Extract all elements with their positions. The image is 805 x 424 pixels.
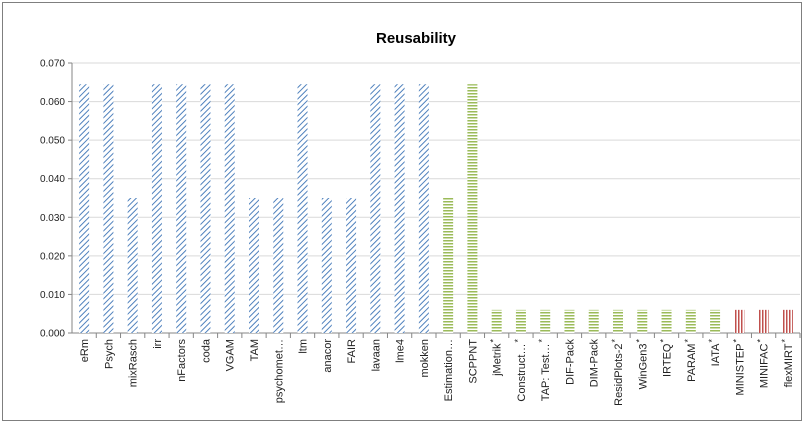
bar-19 [540,309,551,333]
star-marker: * [537,339,547,343]
bar-3 [151,84,162,333]
bar-15 [443,198,454,333]
x-tick-label: mokken [419,339,431,378]
bar-0 [79,84,90,333]
x-tick-label: TAM [249,339,261,361]
x-tick-label: MINIFAC* [756,339,771,389]
bar-23 [637,309,648,333]
x-tick-label: DIM-Pack [589,339,601,388]
x-tick-label: nFactors [176,339,188,382]
bar-7 [249,198,259,333]
x-axis-labels: eRm Psych mixRasch irr nFactors coda VGAM TAM ps… [79,333,801,406]
x-tick-label: MINISTEP* [731,339,746,396]
y-tick-label: 0.070 [40,59,65,70]
bar-2 [127,198,138,333]
star-marker: * [756,339,766,343]
x-tick-label: coda [200,338,212,363]
y-axis-ticks: 0.000 0.010 0.020 0.030 0.040 0.050 0.060 0.070 [40,59,73,340]
y-tick-label: 0.020 [40,251,65,262]
bar-14 [418,84,429,333]
bar-24 [661,309,672,333]
x-tick-label: ResidPlots-2* [610,339,625,406]
bar-11 [346,198,357,333]
y-tick-label: 0.030 [40,213,65,224]
x-tick-label: FAIR [346,339,358,364]
x-tick-label: flexMIRT* [780,339,795,388]
x-tick-label: lme4 [395,339,407,363]
bar-6 [224,84,235,333]
x-tick-label: TAP: Test…* [537,339,552,402]
star-marker: * [683,339,693,343]
bars [79,84,793,333]
x-tick-label: WinGen3* [634,339,649,390]
x-tick-label: psychomet… [273,339,285,403]
x-tick-label: ltm [298,339,310,354]
x-tick-label: irr [152,339,164,349]
bar-20 [564,309,575,333]
bar-10 [321,198,332,333]
x-tick-label: anacor [322,339,334,373]
bar-8 [273,198,284,333]
x-tick-label: eRm [79,339,91,362]
x-tick-label: Construct…* [513,339,528,402]
y-tick-label: 0.060 [40,97,65,108]
star-marker: * [489,339,499,343]
bar-27 [734,309,745,333]
bar-29 [782,309,793,333]
bar-17 [491,309,502,333]
bar-25 [685,309,696,333]
star-marker: * [780,339,790,343]
bar-28 [758,309,769,333]
bar-5 [200,84,211,333]
star-marker: * [610,339,620,343]
x-tick-label: Estimation… [443,339,455,401]
x-tick-label: IATA* [707,339,722,367]
y-tick-label: 0.050 [40,136,65,147]
x-tick-label: IRTEQ* [659,339,674,377]
x-tick-label: jMetrik* [489,339,504,377]
x-tick-label: DIF-Pack [564,339,576,385]
bar-16 [467,84,478,333]
y-tick-label: 0.010 [40,290,65,301]
x-tick-label: VGAM [225,339,237,371]
star-marker: * [731,339,741,343]
bar-21 [588,309,599,333]
bar-1 [103,84,114,333]
star-marker: * [634,339,644,343]
bar-4 [176,84,187,333]
star-marker: * [707,339,717,343]
x-tick-label: mixRasch [128,339,140,387]
star-marker: * [659,339,669,343]
y-tick-label: 0.040 [40,174,65,185]
bar-12 [370,84,381,333]
x-tick-label: PARAM* [683,339,698,382]
x-tick-label: lavaan [370,339,382,371]
x-tick-label: SCPPNT [467,339,479,384]
bar-18 [515,309,526,333]
bar-26 [710,309,721,333]
bar-9 [297,84,308,333]
x-tick-label: Psych [103,339,115,369]
chart-title: Reusability [376,30,457,47]
y-tick-label: 0.000 [40,329,65,340]
star-marker: * [513,339,523,343]
bar-13 [394,84,405,333]
bar-22 [613,309,623,333]
